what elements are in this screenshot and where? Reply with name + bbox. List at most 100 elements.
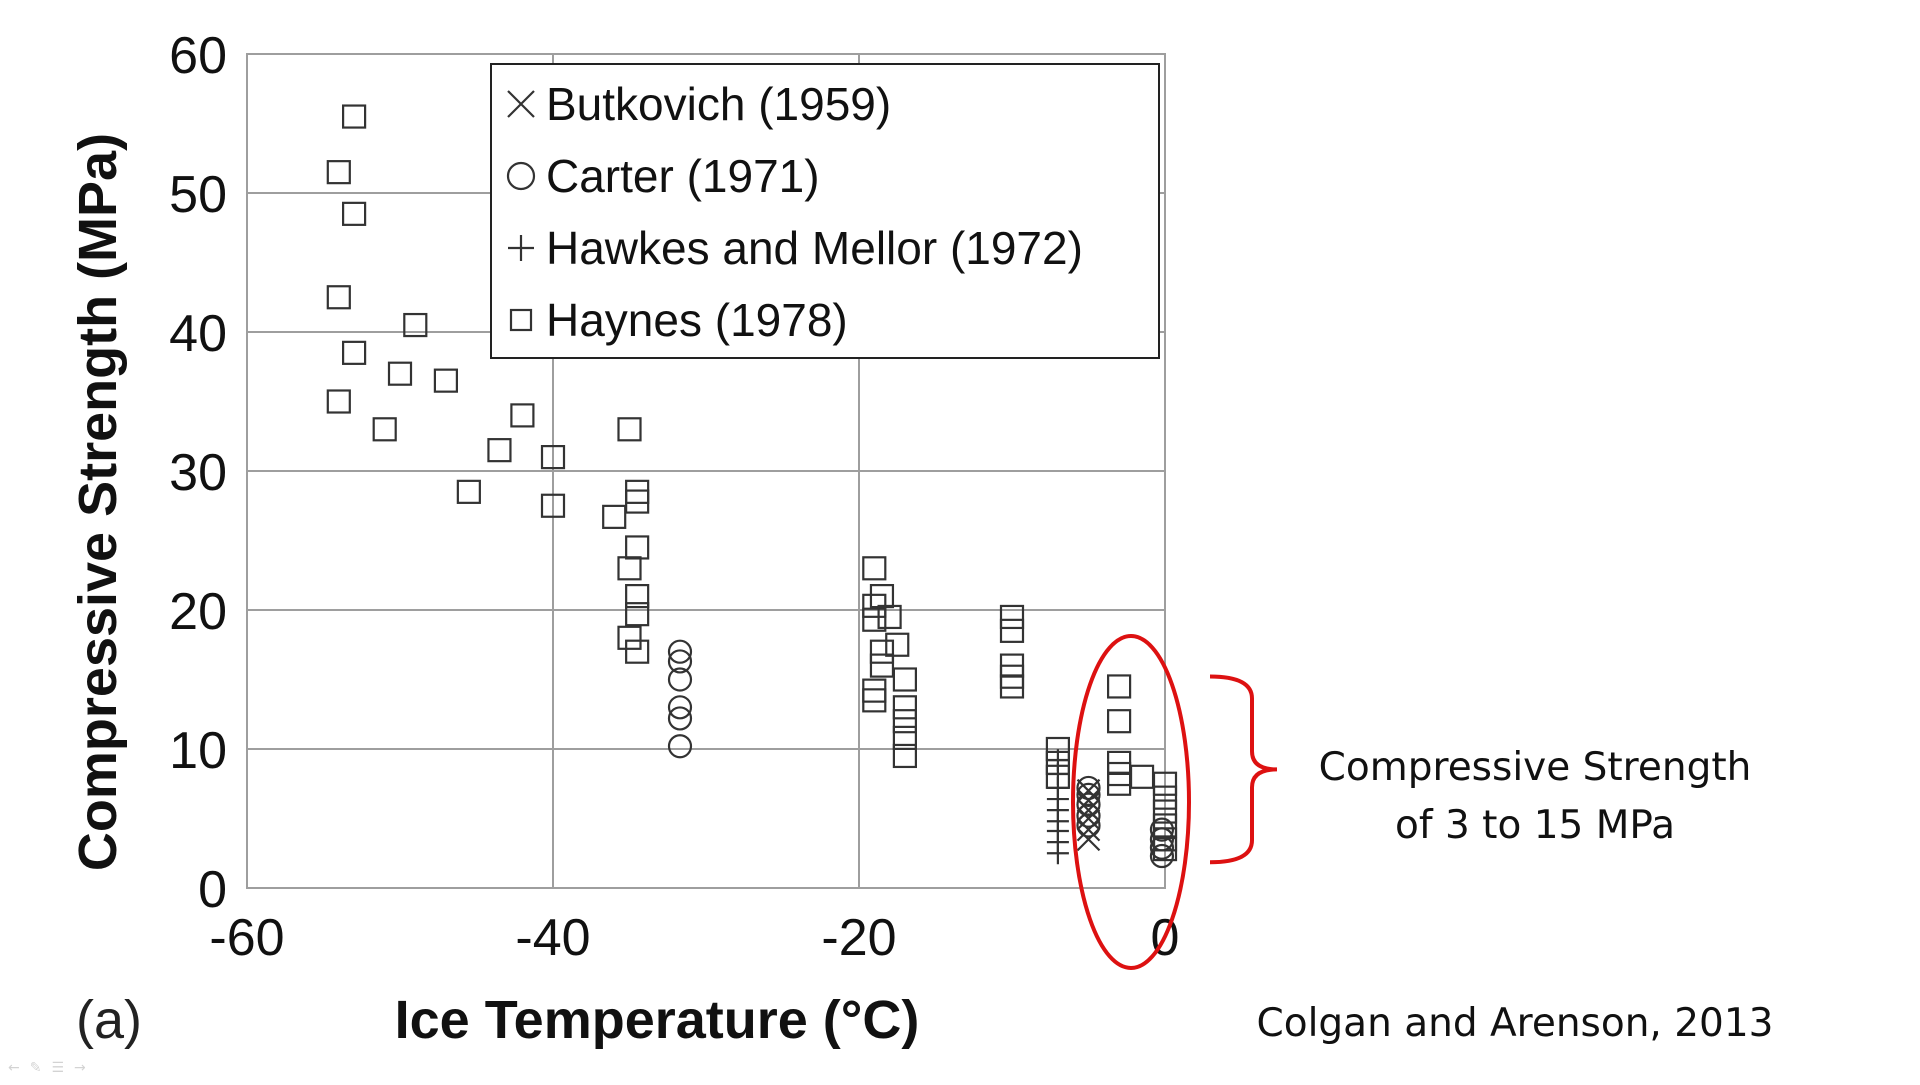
data-point-square [342,340,367,365]
legend-label: Carter (1971) [546,150,820,202]
data-point-x [1076,817,1101,842]
data-point-square [1129,764,1155,789]
data-point-square [892,743,918,769]
legend-box [490,63,1160,359]
data-point-square [999,674,1025,699]
data-point-circle [1149,843,1175,869]
data-point-circle [1076,813,1101,838]
data-point-square [617,417,642,442]
data-point-square [869,583,895,609]
data-point-square [1106,709,1132,734]
x-axis-title: Ice Temperature (°C) [395,990,920,1050]
series-square [326,104,1178,862]
y-tick-label: 0 [198,861,227,919]
legend-marker-circle [506,161,536,191]
data-point-square [1152,785,1178,810]
y-axis-title: Compressive Strength (MPa) [68,133,128,871]
data-point-square [1045,736,1071,762]
data-point-square [1106,771,1132,796]
data-point-square [869,653,895,678]
next-slide-icon[interactable]: → [74,1060,86,1076]
y-tick-label: 30 [169,444,227,502]
data-point-square [617,556,642,581]
annotation-text-line1: Compressive Strength [1319,745,1752,790]
panel-label: (a) [76,990,142,1050]
legend-marker-square [509,308,533,332]
data-point-square [342,104,367,129]
menu-icon[interactable]: ☰ [51,1060,65,1076]
data-point-square [1152,771,1178,796]
data-point-square [617,625,642,650]
plot-frame [246,53,1166,889]
previous-slide-icon[interactable]: ← [8,1060,20,1076]
legend-label: Hawkes and Mellor (1972) [546,222,1083,274]
data-point-square [892,695,918,720]
highlight-ellipse [1071,634,1191,970]
data-point-circle [667,639,693,664]
data-point-circle [667,734,693,759]
y-tick-label: 50 [169,166,227,224]
data-point-square [869,639,895,664]
data-point-circle [667,649,693,674]
data-point-square [999,618,1025,643]
data-point-square [625,602,650,627]
data-point-square [540,445,566,470]
data-point-square [1045,750,1071,776]
legend-marker-x [507,90,535,118]
data-point-square [625,489,650,514]
x-tick-labels: -60 -40 -20 0 [209,909,1179,967]
data-point-square [326,285,351,310]
series-circle [667,639,1175,869]
data-point-circle [1076,792,1101,817]
y-tick-label: 40 [169,305,227,363]
data-point-square [1045,764,1071,789]
data-point-square [862,607,887,632]
data-point-circle [1149,817,1175,842]
data-point-square [1152,799,1178,824]
data-point-square [1152,813,1178,838]
data-point-circle [667,667,693,692]
data-point-square [892,667,918,692]
data-point-square [862,556,887,581]
y-tick-label: 10 [169,722,227,780]
data-point-square [999,604,1025,630]
data-point-square [892,725,918,750]
data-point-square [510,403,535,428]
data-point-circle [667,695,693,720]
data-points [326,104,1178,869]
legend-marker-plus [508,235,534,261]
legend-label: Haynes (1978) [546,294,848,346]
data-point-square [625,639,650,664]
data-point-square [403,312,428,338]
data-point-square [326,389,351,414]
data-point-square [625,535,650,560]
data-point-square [540,493,566,518]
y-tick-labels: 0 10 20 30 40 50 60 [169,27,227,919]
data-point-x [1076,778,1101,803]
data-point-square [892,709,918,734]
data-point-x [1076,827,1101,852]
x-tick-label: -60 [209,909,284,967]
data-point-square [885,632,910,657]
data-point-square [1152,836,1178,862]
data-point-square [862,688,887,713]
data-point-circle [1076,775,1101,801]
data-point-square [387,361,413,386]
data-point-square [456,479,481,504]
slide-navigation: ← ✎ ☰ → [8,1060,86,1076]
annotation-text-line2: of 3 to 15 MPa [1395,803,1675,848]
data-point-square [877,604,902,630]
y-tick-label: 20 [169,583,227,641]
data-point-circle [667,706,693,731]
data-point-square [602,504,627,529]
x-tick-label: -40 [515,909,590,967]
data-point-x [1076,806,1101,831]
data-point-square [433,368,458,393]
x-tick-label: -20 [821,909,896,967]
pen-icon[interactable]: ✎ [29,1060,42,1076]
data-point-circle [1076,803,1101,828]
y-tick-label: 60 [169,27,227,85]
data-point-square [326,160,351,185]
data-point-square [625,583,650,609]
